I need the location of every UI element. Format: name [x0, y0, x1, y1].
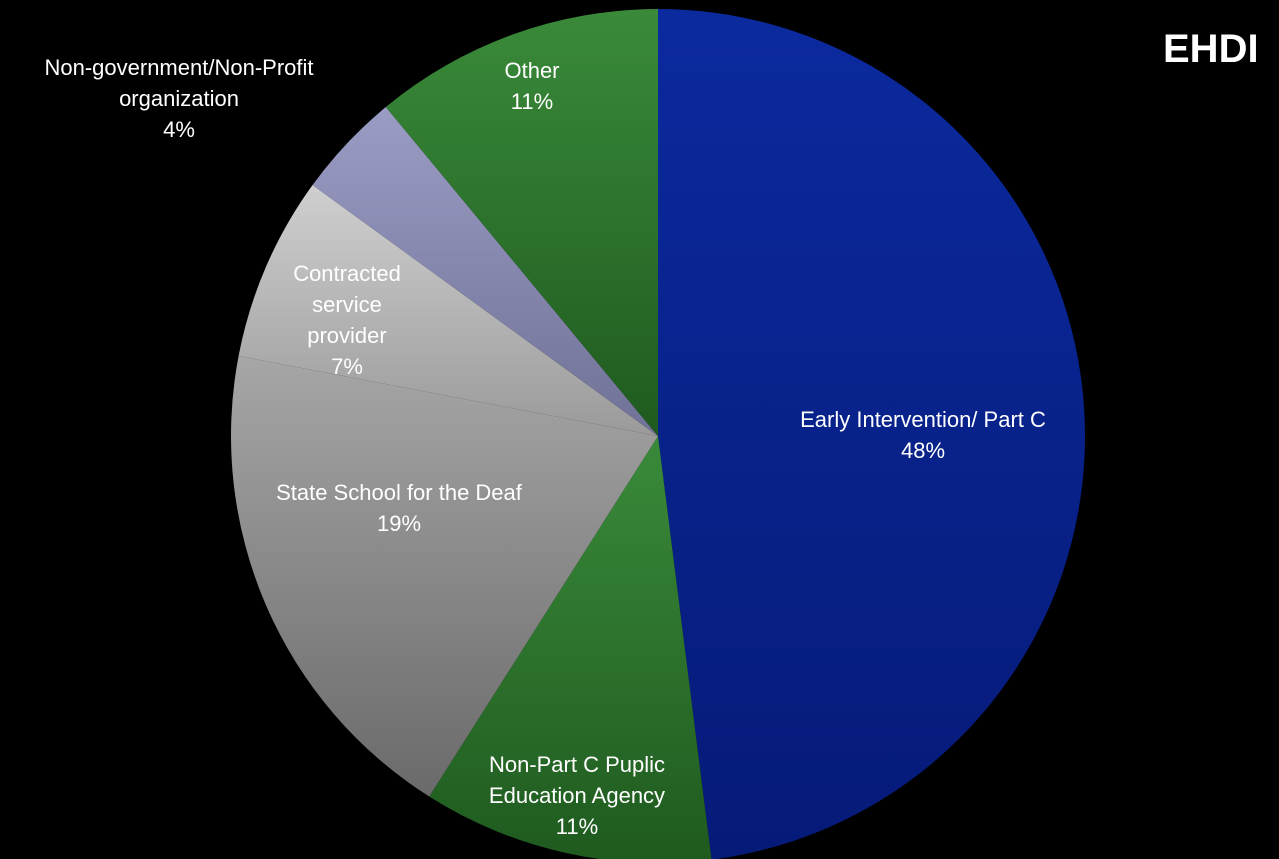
pie-slice-0: [658, 9, 1085, 859]
slice-label-3: Contracted service provider 7%: [293, 261, 401, 379]
slice-label-5: Other 11%: [504, 58, 559, 114]
chart-title: EHDI: [1163, 27, 1259, 71]
slice-label-0: Early Intervention/ Part C 48%: [800, 407, 1046, 463]
slice-label-4: Non-government/Non-Profit organization 4%: [44, 55, 313, 142]
pie-slices: [231, 9, 1085, 859]
pie-slice-2: [231, 355, 658, 797]
pie-slice-4: [312, 106, 658, 436]
slice-label-2: State School for the Deaf 19%: [276, 480, 523, 536]
pie-slice-5: [385, 9, 658, 436]
pie-slice-1: [429, 436, 712, 859]
slice-label-1: Non-Part C Puplic Education Agency 11%: [489, 752, 665, 839]
pie-labels: Early Intervention/ Part C 48% Non-Part C …: [44, 55, 1046, 839]
pie-slice-3: [238, 185, 658, 436]
